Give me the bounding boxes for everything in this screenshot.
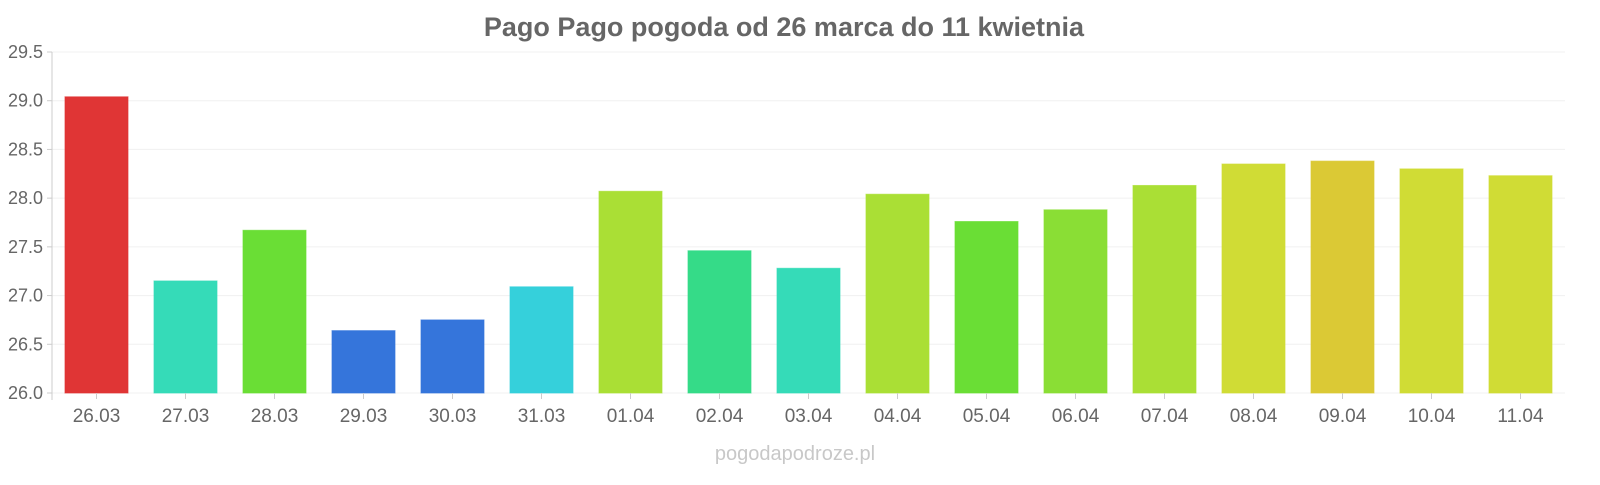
x-tick-label: 07.04 <box>1141 406 1189 427</box>
x-tick-label: 05.04 <box>963 406 1011 427</box>
x-tick-label: 08.04 <box>1230 406 1278 427</box>
x-tick-label: 29.03 <box>340 406 388 427</box>
y-tick-label: 29.0 <box>8 91 43 111</box>
x-tick-label: 28.03 <box>251 406 299 427</box>
bar-04.04[interactable] <box>865 193 930 394</box>
x-tick-label: 02.04 <box>696 406 744 427</box>
y-tick-label: 28.0 <box>8 188 43 208</box>
x-tick-label: 06.04 <box>1052 406 1100 427</box>
x-tick-label: 03.04 <box>785 406 833 427</box>
x-tick-label: 10.04 <box>1408 406 1456 427</box>
x-tick-label: 09.04 <box>1319 406 1367 427</box>
bar-08.04[interactable] <box>1221 163 1286 394</box>
bar-28.03[interactable] <box>242 229 307 394</box>
bar-26.03[interactable] <box>64 96 129 394</box>
x-tick-label: 04.04 <box>874 406 922 427</box>
bar-02.04[interactable] <box>687 250 752 394</box>
y-tick-label: 27.0 <box>8 286 43 306</box>
y-tick-label: 29.5 <box>8 42 43 62</box>
x-tick-label: 27.03 <box>162 406 210 427</box>
bar-09.04[interactable] <box>1310 160 1375 394</box>
y-tick-label: 26.5 <box>8 334 43 354</box>
watermark: pogodapodroze.pl <box>715 443 875 465</box>
bar-30.03[interactable] <box>420 319 485 394</box>
bar-05.04[interactable] <box>954 221 1019 394</box>
y-tick-label: 26.0 <box>8 383 43 403</box>
x-tick-label: 11.04 <box>1497 406 1544 427</box>
chart-title: Pago Pago pogoda od 26 marca do 11 kwiet… <box>484 12 1085 42</box>
bar-27.03[interactable] <box>153 280 218 394</box>
bar-06.04[interactable] <box>1043 209 1108 394</box>
x-tick-label: 30.03 <box>429 406 477 427</box>
x-tick-label: 01.04 <box>607 406 655 427</box>
bar-07.04[interactable] <box>1132 184 1197 394</box>
x-tick-label: 31.03 <box>518 406 566 427</box>
bar-11.04[interactable] <box>1488 175 1553 394</box>
bar-10.04[interactable] <box>1399 168 1464 394</box>
bar-29.03[interactable] <box>331 330 396 394</box>
bar-31.03[interactable] <box>509 286 574 394</box>
bar-01.04[interactable] <box>598 190 663 394</box>
y-tick-label: 28.5 <box>8 139 43 159</box>
y-tick-label: 27.5 <box>8 237 43 257</box>
x-tick-label: 26.03 <box>73 406 121 427</box>
bar-03.04[interactable] <box>776 267 841 394</box>
